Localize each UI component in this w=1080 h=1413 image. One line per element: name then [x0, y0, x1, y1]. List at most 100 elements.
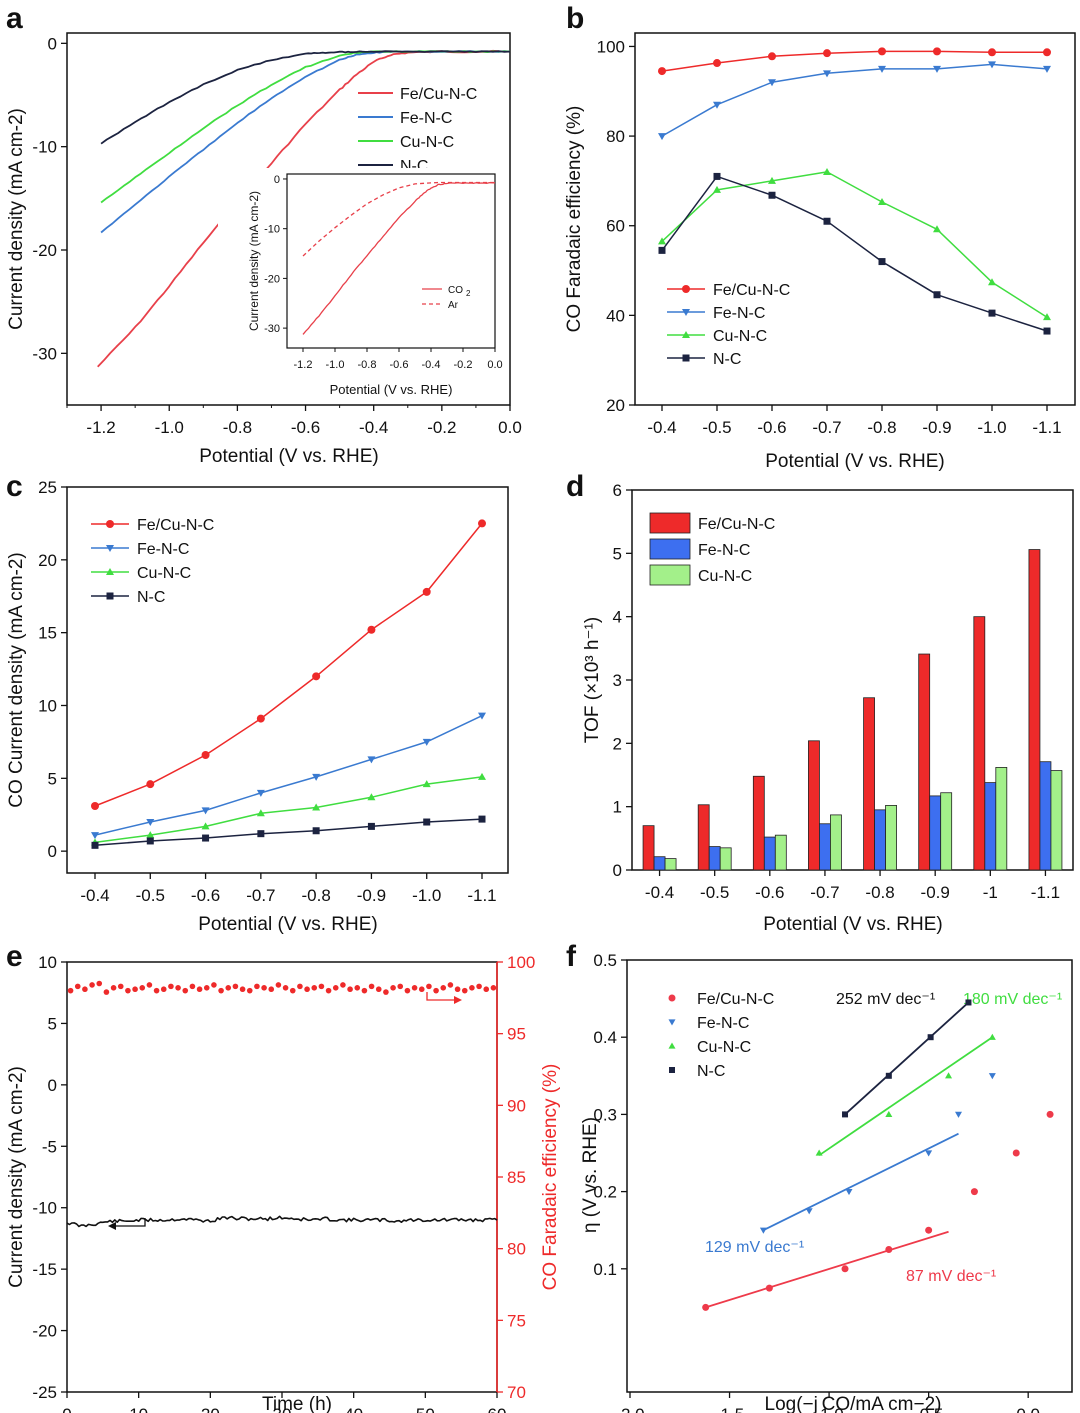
x-tick-label: -0.8 [867, 418, 896, 437]
legend-marker [669, 1067, 675, 1073]
bar [1039, 761, 1052, 871]
bar [863, 697, 875, 871]
data-point [182, 987, 189, 994]
x-tick-label: -0.2 [427, 418, 456, 437]
data-point [312, 803, 321, 811]
bar [940, 792, 953, 871]
data-point [368, 983, 375, 990]
legend-label: Fe/Cu-N-C [713, 282, 790, 299]
inset-x-tick-label: -0.4 [422, 359, 441, 371]
series-line [661, 175, 1048, 332]
y-tick-label: -30 [32, 344, 57, 363]
x-tick-label: -0.4 [359, 418, 388, 437]
legend-label: Cu-N-C [697, 1039, 751, 1056]
panel-label-b: b [566, 2, 584, 35]
data-point [823, 217, 831, 225]
plot-frame [634, 32, 1076, 406]
data-point [132, 986, 138, 993]
legend-label: Fe/Cu-N-C [400, 86, 477, 103]
x-tick-label: -0.8 [865, 883, 894, 902]
inset-series-ar [302, 181, 495, 257]
x-tick-label: -1.1 [1031, 883, 1060, 902]
data-point [96, 980, 103, 987]
data-point [367, 822, 375, 830]
data-point [411, 985, 418, 991]
left-arrow-indicator [112, 1218, 146, 1227]
data-point [282, 985, 289, 991]
data-point [1043, 48, 1051, 57]
data-point [367, 625, 376, 634]
inset-frame [286, 173, 496, 349]
panel-b: b -0.4 -0.5 -0.6 -0.7 -0.8 -0.9 -1.0 -1.1 20 40 60 8… [564, 2, 1076, 472]
data-point [702, 1303, 710, 1311]
legend-label: Fe-N-C [697, 1015, 749, 1032]
y-right-tick-label: 80 [507, 1240, 526, 1259]
legend-label: N-C [137, 589, 165, 606]
data-point [422, 780, 431, 788]
y-axis-title: CO Faradaic efficiency (%) [564, 106, 585, 333]
y-right-tick-label: 90 [507, 1096, 526, 1115]
bar [752, 775, 765, 871]
bar [830, 814, 842, 871]
y-right-tick-label: 70 [507, 1383, 526, 1402]
data-point [469, 985, 475, 991]
series-cu-n-c [815, 1033, 996, 1157]
x-tick-label: 30 [273, 1405, 292, 1413]
inset-x-tick-label: 0.0 [487, 359, 502, 371]
series-line [94, 818, 483, 847]
y-tick-label: 10 [38, 696, 57, 715]
data-point [218, 987, 224, 994]
series-line-current-density [66, 1215, 498, 1228]
data-point [110, 985, 117, 991]
x-tick-label: -0.6 [191, 886, 220, 905]
bar [653, 856, 666, 871]
y-axis-title: Current density (mA cm-2) [6, 1066, 27, 1288]
data-point [390, 985, 396, 991]
panel-a: a -1.2 -1.0 -0.8 -0.6 -0.4 -0.2 0.0 0 -10 -20 -30 Fe… [6, 2, 522, 467]
data-point [478, 519, 486, 528]
x-tick-label: -1.0 [814, 1405, 843, 1413]
x-tick-label: -0.5 [136, 886, 165, 905]
data-point [885, 1072, 892, 1079]
data-point [74, 983, 81, 990]
x-tick-label: -1.5 [715, 1405, 744, 1413]
data-point [765, 1284, 773, 1292]
y-tick-label: 10 [38, 953, 57, 972]
data-point [275, 982, 282, 988]
legend-label: Fe/Cu-N-C [137, 517, 214, 534]
data-point [461, 987, 468, 994]
panel-label-c: c [6, 470, 23, 503]
inset-y-tick-label: -10 [264, 224, 280, 236]
data-point [713, 172, 721, 180]
bar [1028, 549, 1041, 871]
y-tick-label: 0.2 [593, 1183, 617, 1202]
panel-e: e01020304050601050-5-10-15-20-2510095908… [6, 940, 561, 1413]
series-line [661, 63, 1048, 137]
data-point [318, 983, 325, 990]
y-tick-label: 5 [48, 1014, 57, 1033]
data-point [823, 70, 831, 78]
panel-label-f: f [566, 940, 577, 973]
right-arrow-indicator [426, 992, 458, 1001]
bar [697, 804, 710, 871]
y-tick-label: 40 [606, 306, 625, 325]
data-point [91, 832, 99, 840]
bar [719, 847, 732, 871]
x-tick-label: -0.9 [357, 886, 386, 905]
x-tick-label: -0.4 [80, 886, 109, 905]
data-point [426, 983, 432, 990]
legend-marker [682, 331, 690, 338]
x-tick-label: -1.0 [977, 418, 1006, 437]
y-tick-label: 0 [48, 1076, 57, 1095]
series-cu-n-c [664, 767, 1063, 871]
y-tick-label: 15 [38, 624, 57, 643]
series-co-faradaic-efficiency [67, 980, 497, 995]
data-point [1043, 327, 1051, 335]
data-point [970, 1188, 978, 1196]
y-tick-label: 0.5 [593, 951, 617, 970]
y-tick-label: 4 [613, 608, 622, 627]
y-axis-title: TOF (×10³ h⁻¹) [582, 617, 603, 743]
series-line [661, 50, 1047, 72]
data-point [201, 807, 210, 815]
bar [973, 616, 986, 871]
